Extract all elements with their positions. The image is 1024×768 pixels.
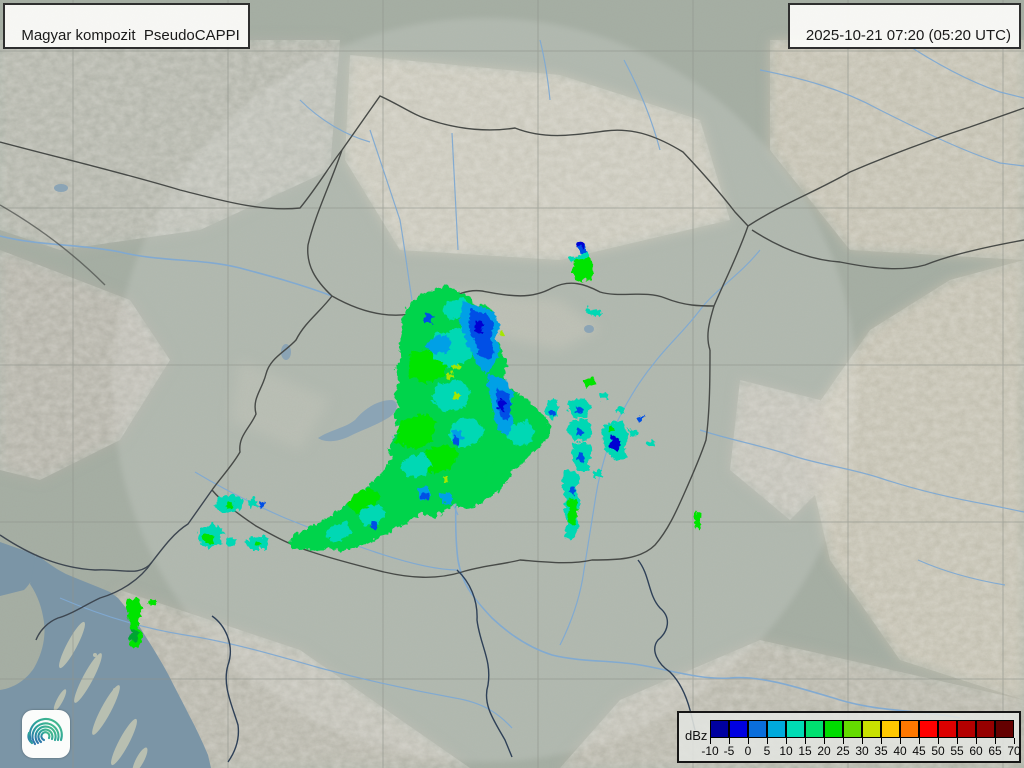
legend-tick-label: 50 bbox=[931, 744, 945, 758]
legend-tick bbox=[862, 738, 863, 744]
spiral-logo-icon bbox=[27, 717, 63, 746]
legend-tick bbox=[900, 738, 901, 744]
reservoir bbox=[54, 184, 68, 192]
radar-echoes-layer bbox=[125, 240, 699, 648]
legend-cell bbox=[748, 720, 767, 738]
legend-tick-label: 15 bbox=[798, 744, 812, 758]
legend-cell bbox=[786, 720, 805, 738]
legend-tick-label: 35 bbox=[874, 744, 888, 758]
product-title-box: Magyar kompozit PseudoCAPPI bbox=[3, 3, 250, 49]
legend-tick bbox=[995, 738, 996, 744]
legend-cell bbox=[957, 720, 976, 738]
legend-tick bbox=[976, 738, 977, 744]
timestamp-label: 2025-10-21 07:20 (05:20 UTC) bbox=[805, 27, 1011, 44]
legend-cell bbox=[710, 720, 729, 738]
legend-cell bbox=[938, 720, 957, 738]
legend-tick-label: 5 bbox=[763, 744, 771, 758]
legend-cell bbox=[976, 720, 995, 738]
legend-cell bbox=[843, 720, 862, 738]
legend-cell bbox=[995, 720, 1014, 738]
legend-tick bbox=[805, 738, 806, 744]
lake-tisza bbox=[584, 325, 594, 333]
legend-tick bbox=[957, 738, 958, 744]
legend-tick-label: 10 bbox=[779, 744, 793, 758]
legend-tick bbox=[843, 738, 844, 744]
danube-river bbox=[0, 235, 333, 297]
legend-cell bbox=[729, 720, 748, 738]
legend-tick bbox=[938, 738, 939, 744]
dbz-legend: dBz -10 -5 0 5 10 15 20 25 30 35 40 45 50 55 60 65 70 bbox=[677, 711, 1021, 763]
legend-cell bbox=[805, 720, 824, 738]
legend-tick bbox=[710, 738, 711, 744]
legend-tick-label: 20 bbox=[817, 744, 831, 758]
legend-tick bbox=[881, 738, 882, 744]
legend-tick-label: 40 bbox=[893, 744, 907, 758]
adriatic-islands bbox=[53, 621, 148, 768]
lake-balaton bbox=[318, 400, 397, 442]
legend-tick-label: 25 bbox=[836, 744, 850, 758]
legend-tick-label: 45 bbox=[912, 744, 926, 758]
legend-tick-label: 65 bbox=[988, 744, 1002, 758]
lakes-layer bbox=[54, 184, 594, 442]
legend-cell bbox=[881, 720, 900, 738]
legend-tick-label: 60 bbox=[969, 744, 983, 758]
legend-cell bbox=[767, 720, 786, 738]
legend-tick bbox=[729, 738, 730, 744]
country-borders-layer bbox=[0, 95, 1024, 763]
dbz-unit-label: dBz bbox=[685, 728, 708, 743]
legend-tick-label: 70 bbox=[1007, 744, 1021, 758]
legend-cell bbox=[919, 720, 938, 738]
lake-neusiedl bbox=[281, 344, 291, 360]
legend-tick-label: 0 bbox=[744, 744, 752, 758]
legend-tick-label: 30 bbox=[855, 744, 869, 758]
legend-tick bbox=[767, 738, 768, 744]
legend-tick bbox=[1014, 738, 1015, 744]
legend-tick-label: -10 bbox=[701, 744, 719, 758]
timestamp-box: 2025-10-21 07:20 (05:20 UTC) bbox=[787, 3, 1021, 49]
legend-cell bbox=[824, 720, 843, 738]
legend-tick bbox=[824, 738, 825, 744]
legend-cell bbox=[900, 720, 919, 738]
legend-tick bbox=[786, 738, 787, 744]
legend-cell bbox=[862, 720, 881, 738]
legend-tick bbox=[919, 738, 920, 744]
legend-tick-label: -5 bbox=[723, 744, 735, 758]
hungaromet-logo bbox=[22, 710, 70, 758]
legend-tick-label: 55 bbox=[950, 744, 964, 758]
legend-tick bbox=[748, 738, 749, 744]
product-title: Magyar kompozit PseudoCAPPI bbox=[21, 27, 240, 44]
